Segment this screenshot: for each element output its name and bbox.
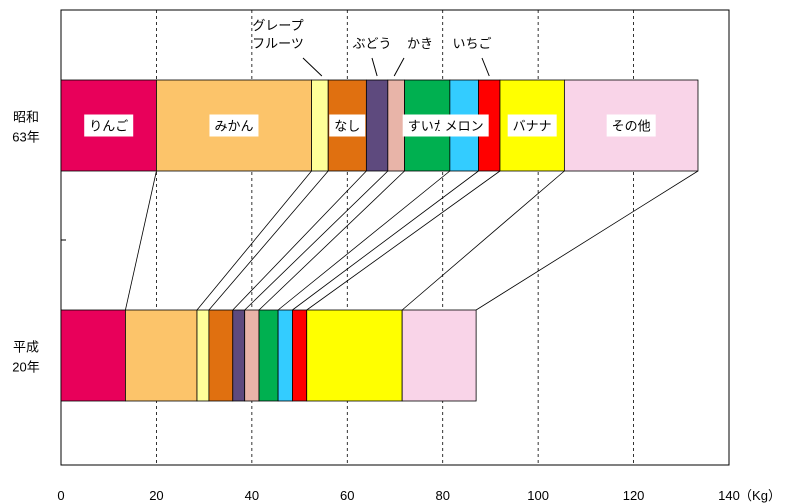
segment-label: みかん — [214, 119, 253, 134]
connector-lines — [125, 170, 699, 311]
connector-line — [196, 170, 312, 311]
connector-line — [244, 170, 389, 311]
x-tick-label: 40 — [245, 488, 259, 503]
x-tick-label: 100 — [527, 488, 549, 503]
bar-segment — [232, 309, 246, 402]
x-tick-label: 20 — [149, 488, 163, 503]
bar-segment — [365, 79, 389, 172]
connector-line — [475, 170, 699, 311]
segment-label: りんご — [89, 119, 128, 134]
x-unit-label: （Kg） — [739, 488, 781, 503]
connector-line — [125, 170, 157, 311]
bar-segment — [401, 309, 477, 402]
segment-label: バナナ — [513, 119, 552, 134]
bar-segment — [311, 79, 329, 172]
connector-line — [306, 170, 501, 311]
bar-segment — [208, 309, 234, 402]
x-tick-label: 60 — [340, 488, 354, 503]
segment-label: その他 — [612, 119, 651, 134]
callout-label: かき — [407, 36, 433, 51]
callout-label: ぶどう — [352, 36, 391, 51]
callout-leader — [371, 57, 378, 77]
callout-leader — [481, 57, 490, 77]
connector-line — [277, 170, 451, 311]
segment-label-box — [84, 114, 134, 137]
segment-label: すいか — [408, 119, 447, 134]
connector-line — [292, 170, 479, 311]
bar-segment — [277, 309, 293, 402]
callout-leader — [393, 57, 405, 77]
segment-label: メロン — [445, 119, 484, 134]
x-tick-label: 140 — [718, 488, 740, 503]
segment-label-box — [507, 114, 557, 137]
x-tick-label: 0 — [57, 488, 64, 503]
connector-line — [258, 170, 405, 311]
bar-segment — [258, 309, 279, 402]
bar-segment — [60, 309, 126, 402]
segment-label: なし — [334, 119, 360, 134]
callout-label: いちご — [452, 36, 491, 51]
segment-label-box — [329, 114, 366, 137]
segment-label-box — [209, 114, 259, 137]
category-label: 平成 20年 — [12, 340, 39, 375]
callout-label: グレープフルーツ — [252, 18, 304, 51]
segment-label-box — [606, 114, 656, 137]
connector-line — [232, 170, 367, 311]
segment-label-box — [402, 114, 452, 137]
segment-label-box — [439, 114, 489, 137]
connector-line — [208, 170, 329, 311]
callout-labels: グレープフルーツぶどう かき いちご — [252, 18, 492, 77]
category-label: 昭和 63年 — [12, 110, 39, 145]
bar-segment — [244, 309, 260, 402]
bar-segment — [292, 309, 308, 402]
callout-leader — [302, 57, 323, 77]
bar-segment — [306, 309, 403, 402]
x-tick-label: 80 — [435, 488, 449, 503]
x-tick-labels: 0 20 40 60 80 100 120 140 — [57, 488, 739, 503]
bar-segment — [125, 309, 198, 402]
bar-segment — [387, 79, 405, 172]
bar-segment — [196, 309, 210, 402]
x-tick-label: 120 — [623, 488, 645, 503]
connector-line — [401, 170, 565, 311]
bars — [60, 79, 699, 402]
